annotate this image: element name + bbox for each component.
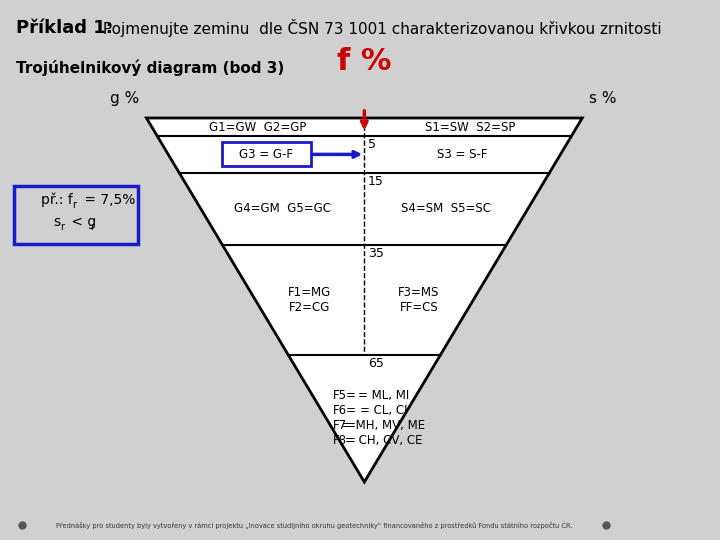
Text: Trojúhelnikový diagram (bod 3): Trojúhelnikový diagram (bod 3) — [16, 60, 284, 76]
Text: r: r — [90, 222, 94, 232]
Text: s: s — [53, 215, 60, 229]
Text: 65: 65 — [368, 356, 384, 369]
Text: 15: 15 — [368, 174, 384, 187]
Text: S3 = S-F: S3 = S-F — [437, 148, 487, 161]
Text: př.: f: př.: f — [40, 193, 72, 207]
Text: r: r — [72, 200, 76, 210]
Text: F5=
F6=
F7=
F8=: F5= F6= F7= F8= — [333, 389, 357, 447]
Text: r: r — [60, 222, 64, 232]
Text: g %: g % — [110, 91, 140, 106]
Text: = 7,5%: = 7,5% — [80, 193, 135, 207]
Text: Příklad 1:: Příklad 1: — [16, 19, 112, 37]
FancyBboxPatch shape — [14, 186, 138, 244]
Text: f %: f % — [337, 47, 392, 76]
Text: = ML, MI
= CL, CI
= MH, MV, ME
= CH, CV, CE: = ML, MI = CL, CI = MH, MV, ME = CH, CV,… — [342, 389, 425, 447]
Text: < g: < g — [67, 215, 96, 229]
Text: G1=GW  G2=GP: G1=GW G2=GP — [210, 120, 307, 133]
Text: F1=MG
F2=CG: F1=MG F2=CG — [288, 286, 331, 314]
Text: S1=SW  S2=SP: S1=SW S2=SP — [426, 120, 516, 133]
Text: 5: 5 — [368, 138, 376, 151]
Text: S4=SM  S5=SC: S4=SM S5=SC — [401, 202, 491, 215]
Text: s %: s % — [589, 91, 617, 106]
Text: Přednášky pro studenty byly vytvořeny v rámci projektu „Inovace studijního okruh: Přednášky pro studenty byly vytvořeny v … — [55, 521, 572, 529]
Text: 35: 35 — [368, 247, 384, 260]
Text: G4=GM  G5=GC: G4=GM G5=GC — [234, 202, 331, 215]
Text: F3=MS
FF=CS: F3=MS FF=CS — [398, 286, 439, 314]
Text: Pojmenujte zeminu  dle ČSN 73 1001 charakterizovanou křivkou zrnitosti: Pojmenujte zeminu dle ČSN 73 1001 charak… — [98, 19, 661, 37]
Polygon shape — [146, 118, 582, 482]
Text: G3 = G-F: G3 = G-F — [239, 148, 293, 161]
